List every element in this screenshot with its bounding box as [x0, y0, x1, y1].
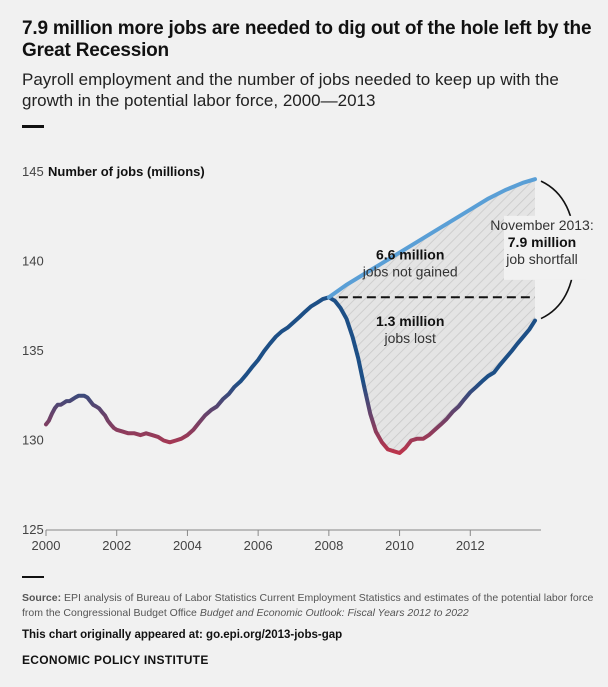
annotation-shortfall-label: job shortfall	[505, 251, 578, 267]
annotation-shortfall-value: 7.9 million	[508, 234, 576, 250]
footer-rule	[22, 576, 44, 578]
annotation-lost-value: 1.3 million	[376, 313, 444, 329]
y-tick-label-140: 140	[22, 254, 44, 269]
organization-name: ECONOMIC POLICY INSTITUTE	[22, 653, 209, 667]
x-tick-label-2012: 2012	[456, 538, 485, 553]
shortfall-label-background	[504, 215, 586, 280]
series-line-potential	[326, 177, 537, 300]
x-tick-label-2006: 2006	[244, 538, 273, 553]
annotation-lost-label: jobs lost	[383, 330, 435, 346]
gap-shaded-area	[328, 179, 535, 453]
x-tick-label-2008: 2008	[314, 538, 343, 553]
y-tick-label-130: 130	[22, 433, 44, 448]
y-axis: 125 130 135 140 145	[22, 164, 44, 537]
annotation-shortfall-date: November 2013:	[490, 217, 594, 233]
title-rule	[22, 125, 44, 128]
x-tick-label-2010: 2010	[385, 538, 414, 553]
chart-subtitle: Payroll employment and the number of job…	[22, 70, 559, 110]
employment-chart: 125 130 135 140 145 2000 2002 2004 2006 2008 2010…	[22, 164, 594, 553]
annotation-not-gained-label: jobs not gained	[362, 264, 458, 280]
y-tick-label-125: 125	[22, 522, 44, 537]
annotation-not-gained-value: 6.6 million	[376, 247, 444, 263]
series-line-payroll	[44, 295, 537, 455]
source-note: Source: EPI analysis of Bureau of Labor …	[22, 591, 597, 621]
y-tick-label-135: 135	[22, 343, 44, 358]
x-tick-label-2002: 2002	[102, 538, 131, 553]
source-label: Source:	[22, 592, 62, 604]
y-tick-label-145: 145	[22, 164, 44, 179]
source-publication: Budget and Economic Outlook: Fiscal Year…	[199, 607, 469, 619]
original-link-note: This chart originally appeared at: go.ep…	[22, 629, 343, 641]
x-tick-label-2000: 2000	[32, 538, 61, 553]
source-text: EPI analysis of Bureau of Labor Statisti…	[22, 592, 594, 619]
x-tick-label-2004: 2004	[173, 538, 202, 553]
x-axis: 2000 2002 2004 2006 2008 2010 2012	[32, 530, 485, 553]
y-axis-label: Number of jobs (millions)	[48, 164, 205, 179]
chart-title: 7.9 million more jobs are needed to dig …	[22, 18, 592, 61]
